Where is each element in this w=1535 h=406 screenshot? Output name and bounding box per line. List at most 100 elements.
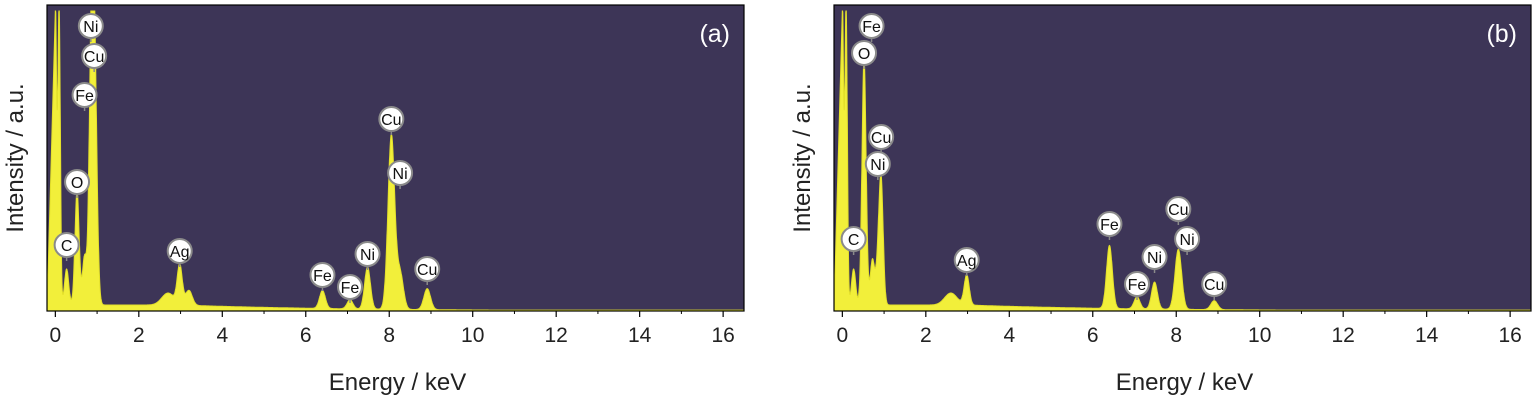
peak-marker-circle xyxy=(868,124,895,150)
x-tick-label: 8 xyxy=(1170,324,1182,347)
y-axis-label: Intensity / a.u. xyxy=(2,83,29,232)
peak-label: Ni xyxy=(360,247,375,264)
peak-marker-circle xyxy=(81,43,108,69)
peak-marker-cu: Cu xyxy=(81,43,108,72)
peak-marker-circle xyxy=(1141,244,1168,270)
peak-label: Ni xyxy=(1147,250,1162,267)
peak-marker-ni: Ni xyxy=(387,160,414,189)
peak-marker-cu: Cu xyxy=(1201,271,1228,300)
peak-label: Cu xyxy=(417,262,437,279)
peak-label: Ni xyxy=(393,166,408,183)
peak-marker-circle xyxy=(309,262,336,288)
peak-marker-o: O xyxy=(851,40,878,69)
spectrum-panel-a: 0 2 4 6 8 10 12 14 16 Energy / keV Intensity / a.u… xyxy=(2,4,745,396)
peak-marker-cu: Cu xyxy=(378,106,405,135)
peak-marker-fe: Fe xyxy=(71,82,98,111)
peak-marker-c: C xyxy=(53,232,80,261)
x-tick-label: 2 xyxy=(920,324,932,347)
peak-marker-circle xyxy=(337,274,364,300)
peak-marker-cu: Cu xyxy=(868,124,895,153)
peak-label: C xyxy=(61,238,73,255)
spectrum-panel-b: 0 2 4 6 8 10 12 14 16 Energy / keV Intensity / a.u… xyxy=(789,4,1532,396)
spectrum-area xyxy=(833,10,1532,312)
peak-marker-ni: Ni xyxy=(354,241,381,270)
x-tick-label: 10 xyxy=(1248,324,1271,347)
peak-marker-circle xyxy=(1174,226,1201,252)
peak-marker-cu: Cu xyxy=(414,256,441,285)
peak-marker-o: O xyxy=(64,169,91,198)
x-tick-label: 16 xyxy=(711,324,734,347)
peak-marker-fe: Fe xyxy=(309,262,336,291)
peak-marker-ag: Ag xyxy=(166,238,193,267)
x-tick-label: 14 xyxy=(628,324,652,347)
peak-label: Fe xyxy=(1100,217,1119,234)
x-tick-label: 16 xyxy=(1498,324,1521,347)
peak-marker-circle xyxy=(1096,211,1123,237)
peak-label: Fe xyxy=(313,268,332,285)
peak-marker-circle xyxy=(864,151,891,177)
x-tick-label: 6 xyxy=(300,324,312,347)
peak-marker-circle xyxy=(414,256,441,282)
x-tick-label: 14 xyxy=(1415,324,1439,347)
x-tick-label: 0 xyxy=(837,324,849,347)
peak-marker-circle xyxy=(851,40,878,66)
panel-label: (a) xyxy=(699,20,730,48)
peak-label: Ag xyxy=(957,253,977,270)
peak-marker-circle xyxy=(1165,196,1192,222)
peak-label: O xyxy=(858,46,870,63)
peak-label: Cu xyxy=(1204,277,1224,294)
peak-marker-circle xyxy=(53,232,80,258)
peak-label: Cu xyxy=(1168,202,1188,219)
x-tick-label: 2 xyxy=(133,324,145,347)
x-tick-label: 6 xyxy=(1087,324,1099,347)
peak-marker-circle xyxy=(1201,271,1228,297)
peak-marker-fe: Fe xyxy=(1096,211,1123,240)
y-axis-label: Intensity / a.u. xyxy=(789,83,816,232)
peak-marker-fe: Fe xyxy=(337,274,364,303)
peak-marker-circle xyxy=(71,82,98,108)
peak-marker-circle xyxy=(64,169,91,195)
peak-marker-circle xyxy=(378,106,405,132)
peak-label: Fe xyxy=(75,88,94,105)
peak-marker-ni: Ni xyxy=(864,151,891,180)
peak-marker-ni: Ni xyxy=(1141,244,1168,273)
peak-marker-circle xyxy=(77,13,104,39)
x-tick-label: 10 xyxy=(461,324,484,347)
peak-marker-fe: Fe xyxy=(858,13,885,42)
peak-marker-circle xyxy=(166,238,193,264)
peak-label: O xyxy=(71,175,83,192)
x-tick-label: 0 xyxy=(50,324,62,347)
peak-label: Cu xyxy=(84,49,104,66)
peak-marker-cu: Cu xyxy=(1165,196,1192,225)
peak-marker-circle xyxy=(840,226,867,252)
peak-label: Fe xyxy=(862,19,881,36)
peak-label: Cu xyxy=(871,130,891,147)
peak-label: Ag xyxy=(170,244,190,261)
spectrum-area xyxy=(46,10,745,312)
panel-label: (b) xyxy=(1486,20,1517,48)
peak-label: Ni xyxy=(83,19,98,36)
x-tick-label: 4 xyxy=(1003,324,1015,347)
peak-marker-circle xyxy=(387,160,414,186)
x-tick-label: 8 xyxy=(383,324,395,347)
x-axis-label: Energy / keV xyxy=(329,369,466,396)
peak-label: Ni xyxy=(870,157,885,174)
peak-marker-ni: Ni xyxy=(1174,226,1201,255)
peak-marker-c: C xyxy=(840,226,867,255)
peak-marker-circle xyxy=(1124,271,1151,297)
x-axis-label: Energy / keV xyxy=(1116,369,1253,396)
peak-label: Fe xyxy=(341,280,360,297)
peak-marker-fe: Fe xyxy=(1124,271,1151,300)
plot-area xyxy=(834,5,1531,311)
peak-label: Fe xyxy=(1128,277,1147,294)
peak-label: Ni xyxy=(1180,232,1195,249)
peak-marker-ag: Ag xyxy=(953,247,980,276)
plot-frame xyxy=(46,4,745,312)
x-tick-label: 4 xyxy=(216,324,228,347)
x-tick-label: 12 xyxy=(1332,324,1355,347)
peak-marker-circle xyxy=(858,13,885,39)
peak-marker-circle xyxy=(953,247,980,273)
peak-label: C xyxy=(848,232,860,249)
peak-marker-circle xyxy=(354,241,381,267)
